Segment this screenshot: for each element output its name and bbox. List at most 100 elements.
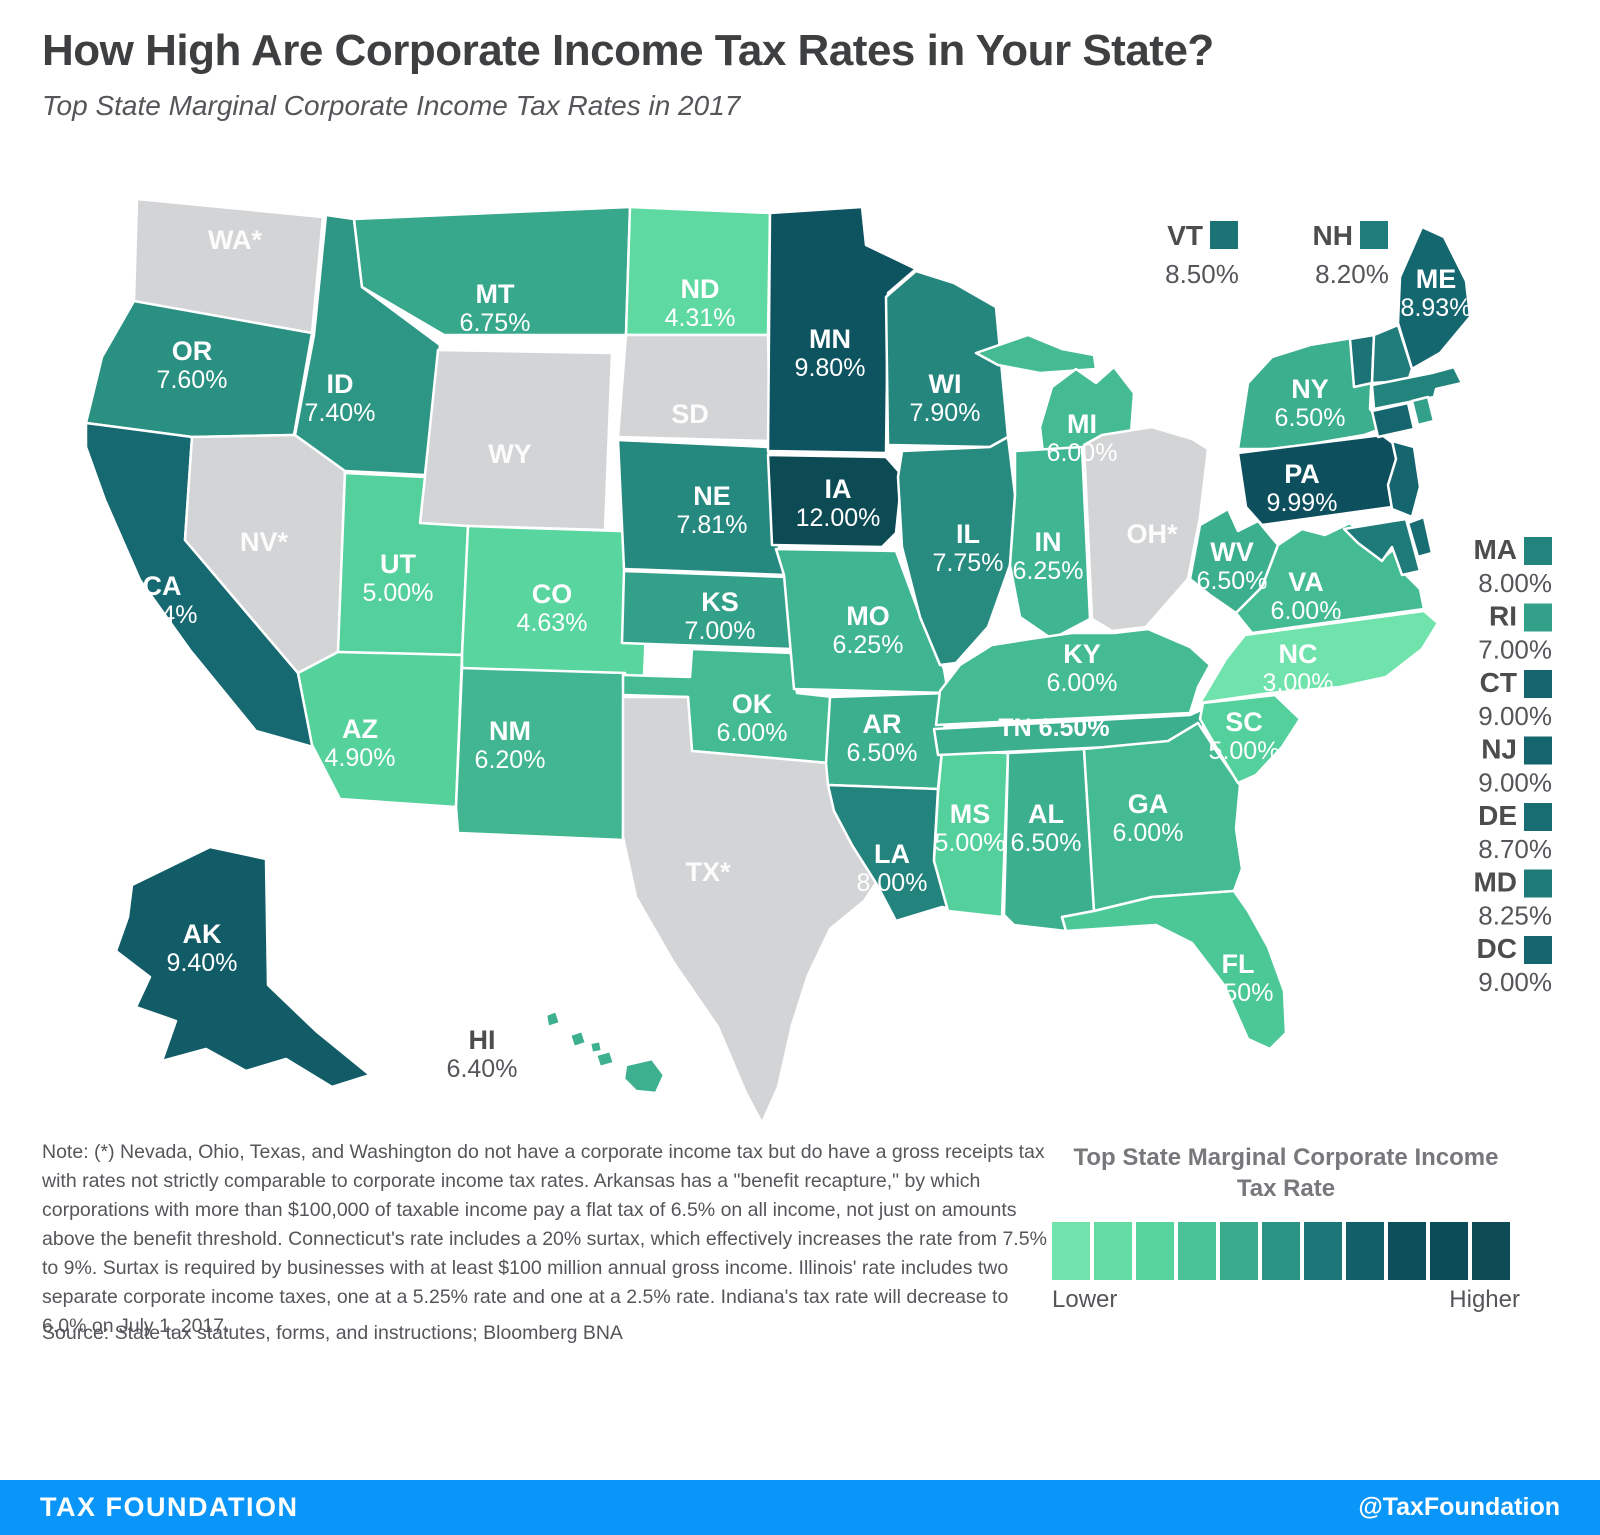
state-rate-co: 4.63% — [517, 609, 588, 637]
callout-rate-ct: 9.00% — [1478, 701, 1552, 731]
state-in — [1008, 445, 1092, 641]
callout-rate-nh: 8.20% — [1315, 259, 1389, 289]
state-rate-sc: 5.00% — [1209, 737, 1280, 765]
state-rate-ny: 6.50% — [1275, 404, 1346, 432]
legend-swatch-4 — [1178, 1222, 1216, 1280]
state-abbr-ne: NE — [693, 481, 731, 511]
legend-swatch-7 — [1304, 1222, 1342, 1280]
state-hi — [568, 1029, 588, 1049]
state-abbr-hi: HI — [469, 1025, 496, 1055]
state-id — [293, 213, 442, 477]
state-il — [896, 435, 1017, 667]
state-label-tx: TX* — [685, 857, 731, 887]
state-rate-mt: 6.75% — [460, 309, 531, 337]
state-abbr-ny: NY — [1291, 374, 1329, 404]
state-az — [296, 650, 464, 809]
state-abbr-ia: IA — [825, 474, 852, 504]
state-abbr-nm: NM — [489, 716, 531, 746]
state-label-nv: NV* — [240, 527, 289, 557]
callout-swatch-md — [1524, 869, 1552, 898]
state-rate-ia: 12.00% — [796, 504, 881, 532]
state-mt — [352, 205, 632, 337]
state-abbr-ks: KS — [701, 587, 739, 617]
callout-abbr-de: DE — [1478, 800, 1517, 831]
state-rate-nd: 4.31% — [665, 304, 736, 332]
state-wi — [884, 269, 1010, 449]
state-rate-id: 7.40% — [305, 399, 376, 427]
state-abbr-me: ME — [1416, 264, 1457, 294]
callout-swatch-nj — [1524, 736, 1552, 765]
state-rate-in: 6.25% — [1013, 557, 1084, 585]
legend-swatch-5 — [1220, 1222, 1258, 1280]
legend-swatch-2 — [1094, 1222, 1132, 1280]
state-abbr-ar: AR — [863, 709, 902, 739]
state-rate-la: 8.00% — [857, 869, 928, 897]
state-abbr-al: AL — [1028, 799, 1064, 829]
state-label-sd: SD — [671, 399, 709, 429]
state-oh — [1082, 425, 1210, 633]
state-rate-ga: 6.00% — [1113, 819, 1184, 847]
state-rate-mi: 6.00% — [1047, 439, 1118, 467]
callout-swatch-ri — [1524, 603, 1552, 632]
state-rate-nm: 6.20% — [475, 746, 546, 774]
callout-abbr-ri: RI — [1489, 601, 1517, 632]
state-hi — [594, 1049, 616, 1069]
state-me — [1396, 225, 1472, 371]
footnote: Note: (*) Nevada, Ohio, Texas, and Washi… — [42, 1141, 1047, 1337]
callout-abbr-ct: CT — [1480, 667, 1517, 698]
state-hi — [544, 1009, 562, 1029]
callout-rate-vt: 8.50% — [1165, 259, 1239, 289]
state-abbr-ak: AK — [183, 919, 222, 949]
callout-abbr-md: MD — [1473, 867, 1517, 898]
state-rate-ak: 9.40% — [167, 949, 238, 977]
callout-swatch-ct — [1524, 670, 1552, 698]
legend-swatch-10 — [1430, 1222, 1468, 1280]
state-abbr-ut: UT — [380, 549, 416, 579]
legend-swatch-11 — [1472, 1222, 1510, 1280]
callout-swatch-de — [1524, 803, 1552, 831]
state-nh — [1370, 323, 1414, 385]
state-rate-nc: 3.00% — [1263, 669, 1334, 697]
state-abbr-ky: KY — [1063, 639, 1101, 669]
source-line: Source: State tax statutes, forms, and i… — [42, 1322, 623, 1344]
state-rate-ar: 6.50% — [847, 739, 918, 767]
state-abbr-ga: GA — [1128, 789, 1169, 819]
state-ct — [1370, 401, 1416, 439]
state-vt — [1348, 333, 1376, 389]
state-hi — [588, 1039, 604, 1055]
state-abbr-sc: SC — [1225, 707, 1263, 737]
callout-abbr-nh: NH — [1313, 220, 1353, 251]
state-hi — [622, 1057, 666, 1095]
us-map-svg: WA*OR7.60%CA8.84%NV*ID7.40%MT6.75%WYUT5.… — [84, 197, 1552, 1125]
callout-abbr-dc: DC — [1477, 933, 1517, 964]
state-abbr-la: LA — [874, 839, 910, 869]
legend-swatch-1 — [1052, 1222, 1090, 1280]
state-abbr-fl: FL — [1222, 949, 1255, 979]
callout-rate-md: 8.25% — [1478, 901, 1552, 931]
state-abbr-mi: MI — [1067, 409, 1097, 439]
color-scale-legend: Top State Marginal Corporate Income Tax … — [1052, 1142, 1520, 1314]
state-nm — [454, 666, 627, 842]
state-label-wa: WA* — [208, 225, 262, 255]
state-sc — [1198, 693, 1302, 785]
state-label-tn: TN 6.50% — [998, 714, 1109, 742]
callout-swatch-vt — [1210, 221, 1238, 249]
page-subtitle: Top State Marginal Corporate Income Tax … — [42, 90, 741, 121]
state-nc — [1198, 609, 1440, 705]
callout-rate-de: 8.70% — [1478, 834, 1552, 864]
legend-swatch-8 — [1346, 1222, 1384, 1280]
legend-gradient-swatches — [1052, 1222, 1520, 1280]
state-labels: WA*OR7.60%CA8.84%NV*ID7.40%MT6.75%WYUT5.… — [127, 225, 1472, 1083]
state-label-wy: WY — [488, 439, 532, 469]
state-rate-ut: 5.00% — [363, 579, 434, 607]
state-de — [1406, 515, 1434, 559]
state-rate-wi: 7.90% — [910, 399, 981, 427]
callout-swatch-nh — [1360, 221, 1388, 249]
state-abbr-va: VA — [1288, 567, 1324, 597]
twitter-handle[interactable]: @TaxFoundation — [1358, 1493, 1560, 1521]
legend-title: Top State Marginal Corporate Income Tax … — [1073, 1144, 1499, 1202]
state-rate-al: 6.50% — [1011, 829, 1082, 857]
state-rate-ne: 7.81% — [677, 511, 748, 539]
state-abbr-co: CO — [532, 579, 573, 609]
